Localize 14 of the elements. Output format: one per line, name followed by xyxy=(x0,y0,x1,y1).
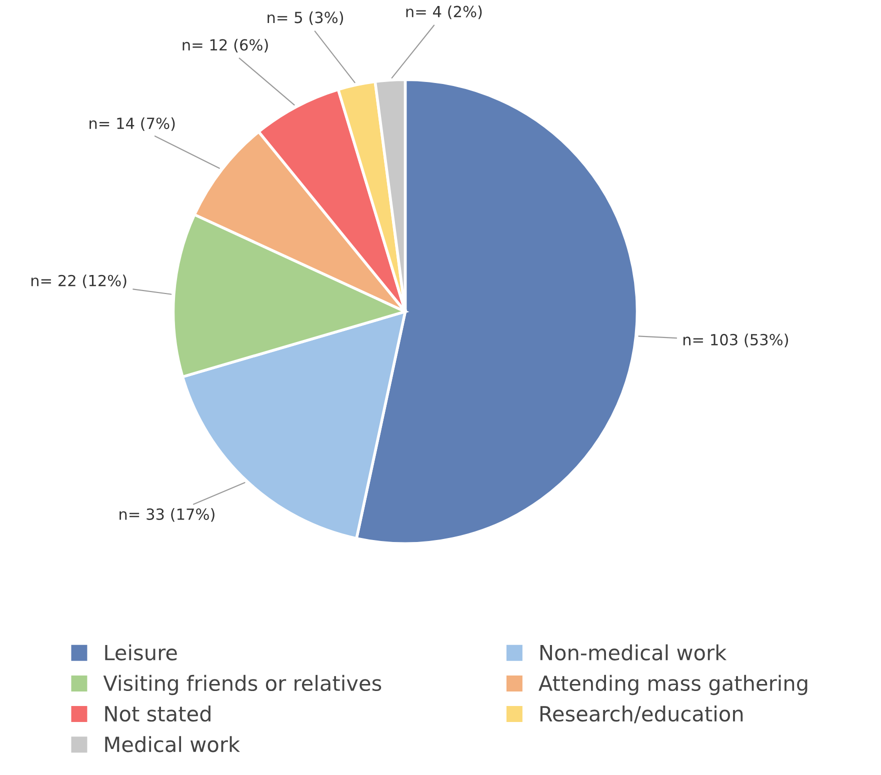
data-label: n= 22 (12%) xyxy=(31,274,126,288)
legend-label: Medical work xyxy=(105,736,240,752)
legend-label: Non-medical work xyxy=(540,644,727,660)
data-label: n= 33 (17%) xyxy=(120,508,214,522)
legend-label: Visiting friends or relatives xyxy=(103,674,382,696)
data-label: n= 103 (53%) xyxy=(683,334,788,348)
data-label: n= 5 (3%) xyxy=(268,11,344,26)
legend-label: Attending mass gathering xyxy=(538,674,808,696)
data-label: n= 12 (6%) xyxy=(182,38,268,52)
legend-label: Not stated xyxy=(105,706,210,722)
data-label: n= 4 (2%) xyxy=(406,6,482,20)
legend-label: Research/education xyxy=(540,706,743,724)
data-label: n= 14 (7%) xyxy=(90,117,175,131)
legend-label: Leisure xyxy=(105,644,177,660)
